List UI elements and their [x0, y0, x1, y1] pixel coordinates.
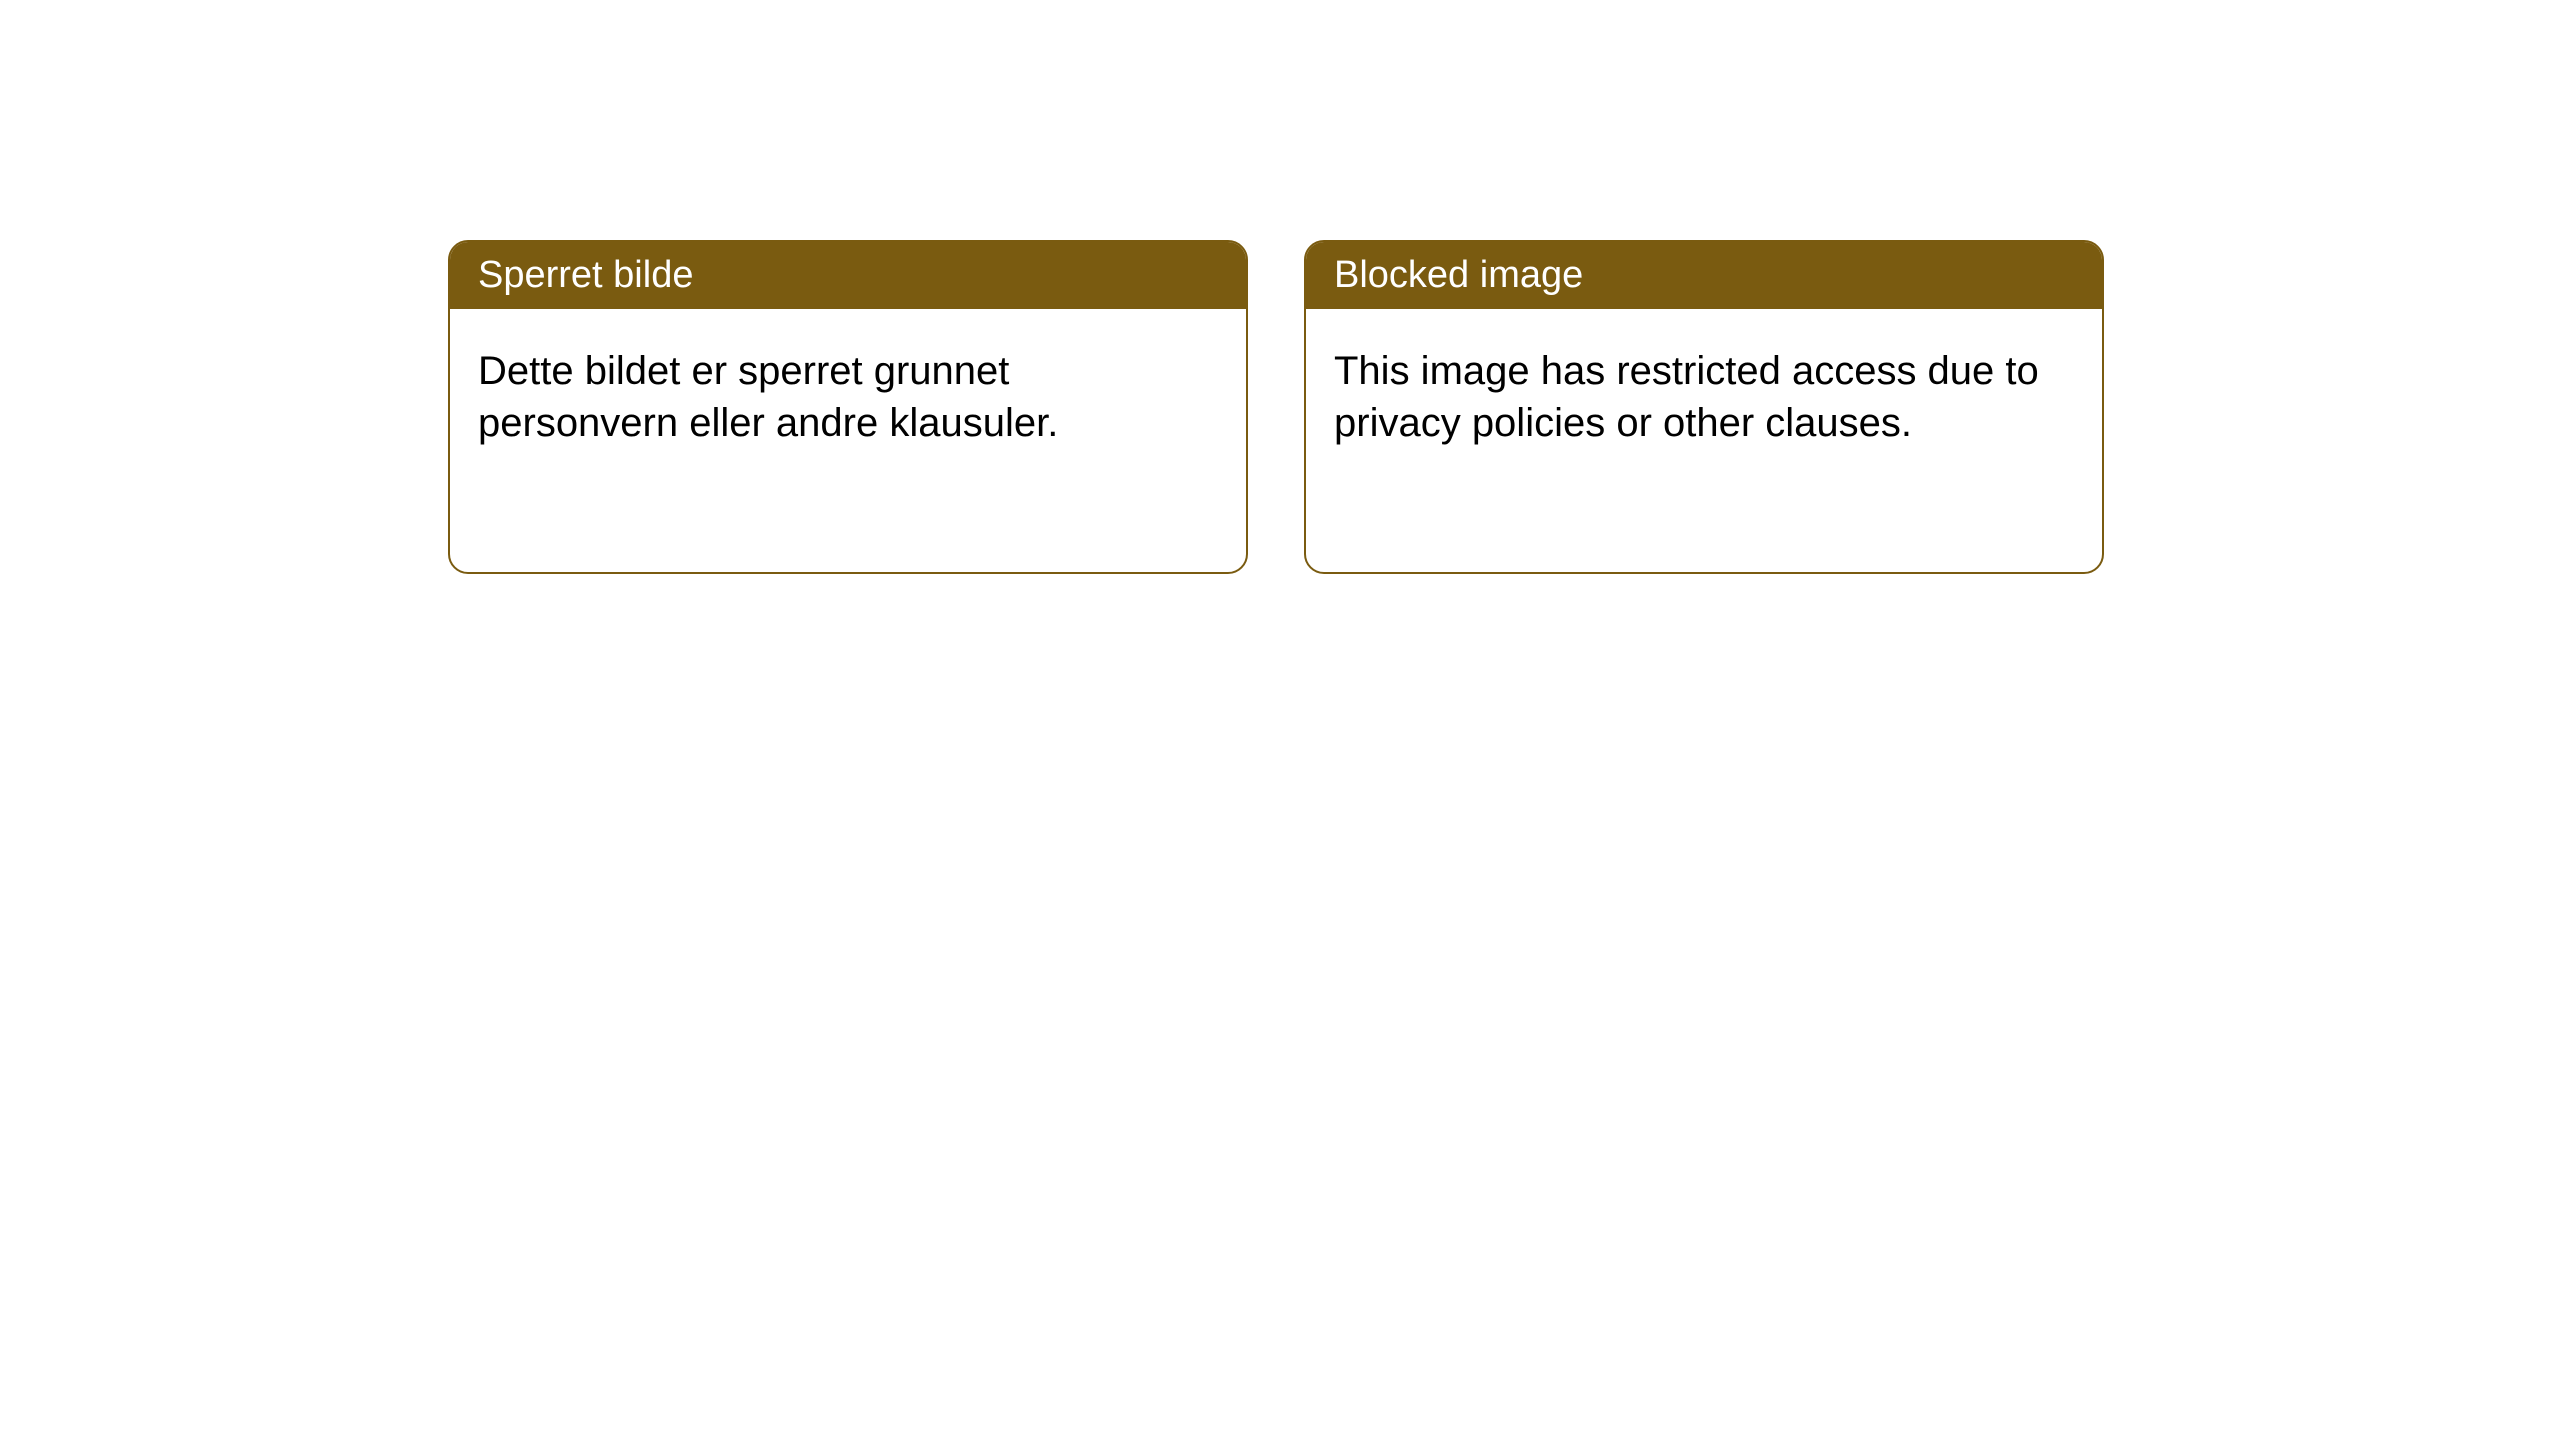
notice-card-norwegian: Sperret bilde Dette bildet er sperret gr… [448, 240, 1248, 574]
notice-header: Sperret bilde [450, 242, 1246, 309]
notice-body: Dette bildet er sperret grunnet personve… [450, 309, 1246, 485]
notice-title: Sperret bilde [478, 254, 693, 296]
notice-message: Dette bildet er sperret grunnet personve… [478, 349, 1058, 445]
notice-title: Blocked image [1334, 254, 1583, 296]
notice-header: Blocked image [1306, 242, 2102, 309]
notice-card-english: Blocked image This image has restricted … [1304, 240, 2104, 574]
notice-container: Sperret bilde Dette bildet er sperret gr… [0, 0, 2560, 574]
notice-message: This image has restricted access due to … [1334, 349, 2039, 445]
notice-body: This image has restricted access due to … [1306, 309, 2102, 485]
